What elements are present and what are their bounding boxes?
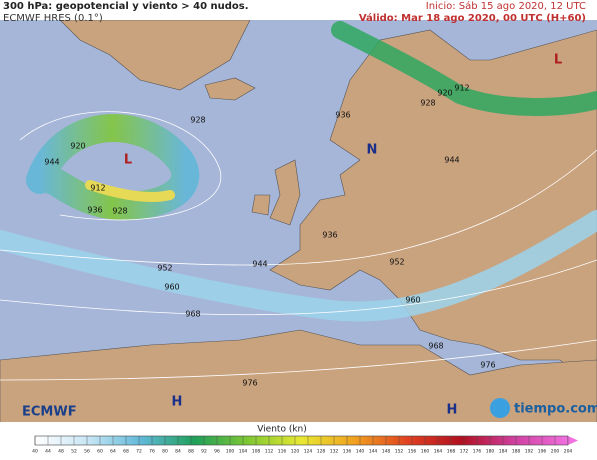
colorbar-tick-label: 52 — [71, 449, 77, 455]
init-time: Inicio: Sáb 15 ago 2020, 12 UTC — [426, 0, 586, 12]
colorbar-tick-label: 112 — [265, 449, 274, 455]
colorbar-arrow — [568, 436, 578, 445]
contour-label: 912 — [90, 184, 105, 193]
pressure-center: L — [124, 153, 132, 168]
contour-label: 960 — [405, 296, 420, 305]
contour-label: 952 — [157, 264, 172, 273]
colorbar-tick-label: 148 — [382, 449, 391, 455]
contour-label: 944 — [252, 260, 267, 269]
model: ECMWF HRES (0.1°) — [3, 13, 103, 24]
colorbar-tick-label: 144 — [369, 449, 378, 455]
colorbar-tick-label: 40 — [32, 449, 38, 455]
valid-time: Válido: Mar 18 ago 2020, 00 UTC (H+60) — [359, 12, 586, 24]
colorbar-tick-label: 108 — [252, 449, 261, 455]
colorbar-tick-label: 44 — [45, 449, 51, 455]
colorbar-tick-label: 140 — [356, 449, 365, 455]
contour-label: 920 — [437, 89, 452, 98]
colorbar-tick-label: 156 — [408, 449, 417, 455]
pressure-center: N — [367, 143, 378, 158]
colorbar-tick-label: 164 — [434, 449, 443, 455]
contour-label: 952 — [389, 258, 404, 267]
colorbar-tick-label: 116 — [278, 449, 287, 455]
title: 300 hPa: geopotencial y viento > 40 nudo… — [3, 1, 249, 12]
colorbar-tick-label: 76 — [149, 449, 155, 455]
contour-label: 936 — [87, 206, 102, 215]
colorbar-tick-label: 184 — [499, 449, 508, 455]
contour-label: 968 — [428, 342, 443, 351]
colorbar-tick-label: 176 — [473, 449, 482, 455]
colorbar-tick-label: 72 — [136, 449, 142, 455]
contour-label: 936 — [335, 111, 350, 120]
contour-label: 928 — [190, 116, 205, 125]
ecmwf-logo: ECMWF — [22, 405, 77, 420]
colorbar-tick-label: 128 — [317, 449, 326, 455]
colorbar — [34, 435, 569, 446]
colorbar-tick-label: 172 — [460, 449, 469, 455]
colorbar-tick-label: 96 — [214, 449, 220, 455]
contour-label: 968 — [185, 310, 200, 319]
colorbar-tick-label: 84 — [175, 449, 181, 455]
contour-label: 944 — [444, 156, 459, 165]
colorbar-tick-label: 104 — [239, 449, 248, 455]
colorbar-tick-label: 152 — [395, 449, 404, 455]
colorbar-tick-label: 180 — [486, 449, 495, 455]
contour-label: 976 — [242, 379, 257, 388]
colorbar-tick-label: 48 — [58, 449, 64, 455]
colorbar-tick-label: 100 — [226, 449, 235, 455]
colorbar-tick-label: 192 — [525, 449, 534, 455]
colorbar-tick-label: 88 — [188, 449, 194, 455]
colorbar-tick-label: 68 — [123, 449, 129, 455]
contour-label: 960 — [164, 283, 179, 292]
contour-label: 912 — [454, 84, 469, 93]
colorbar-tick-label: 64 — [110, 449, 116, 455]
colorbar-tick-label: 120 — [291, 449, 300, 455]
contour-label: 928 — [420, 99, 435, 108]
tiempo-logo: tiempo.com — [514, 402, 597, 417]
contour-label: 936 — [322, 231, 337, 240]
pressure-center: H — [172, 395, 183, 410]
jet-streams — [0, 21, 597, 322]
colorbar-tick-label: 80 — [162, 449, 168, 455]
colorbar-tick-label: 92 — [201, 449, 207, 455]
header-bar — [0, 0, 597, 20]
contour-label: 928 — [112, 207, 127, 216]
colorbar-tick-label: 56 — [84, 449, 90, 455]
colorbar-tick-label: 168 — [447, 449, 456, 455]
pressure-center: H — [447, 403, 458, 418]
colorbar-tick-label: 136 — [343, 449, 352, 455]
land — [0, 19, 597, 434]
legend-title: Viento (kn) — [257, 425, 307, 435]
colorbar-tick-label: 200 — [551, 449, 560, 455]
colorbar-tick-label: 132 — [330, 449, 339, 455]
pressure-center: L — [554, 53, 562, 68]
colorbar-tick-label: 188 — [512, 449, 521, 455]
tiempo-icon — [490, 398, 510, 418]
colorbar-tick-label: 196 — [538, 449, 547, 455]
contour-label: 976 — [480, 361, 495, 370]
colorbar-tick-label: 204 — [564, 449, 573, 455]
contours — [0, 111, 597, 381]
colorbar-tick-label: 160 — [421, 449, 430, 455]
colorbar-tick-label: 124 — [304, 449, 313, 455]
colorbar-tick-label: 60 — [97, 449, 103, 455]
contour-label: 944 — [44, 158, 59, 167]
contour-label: 920 — [70, 142, 85, 151]
